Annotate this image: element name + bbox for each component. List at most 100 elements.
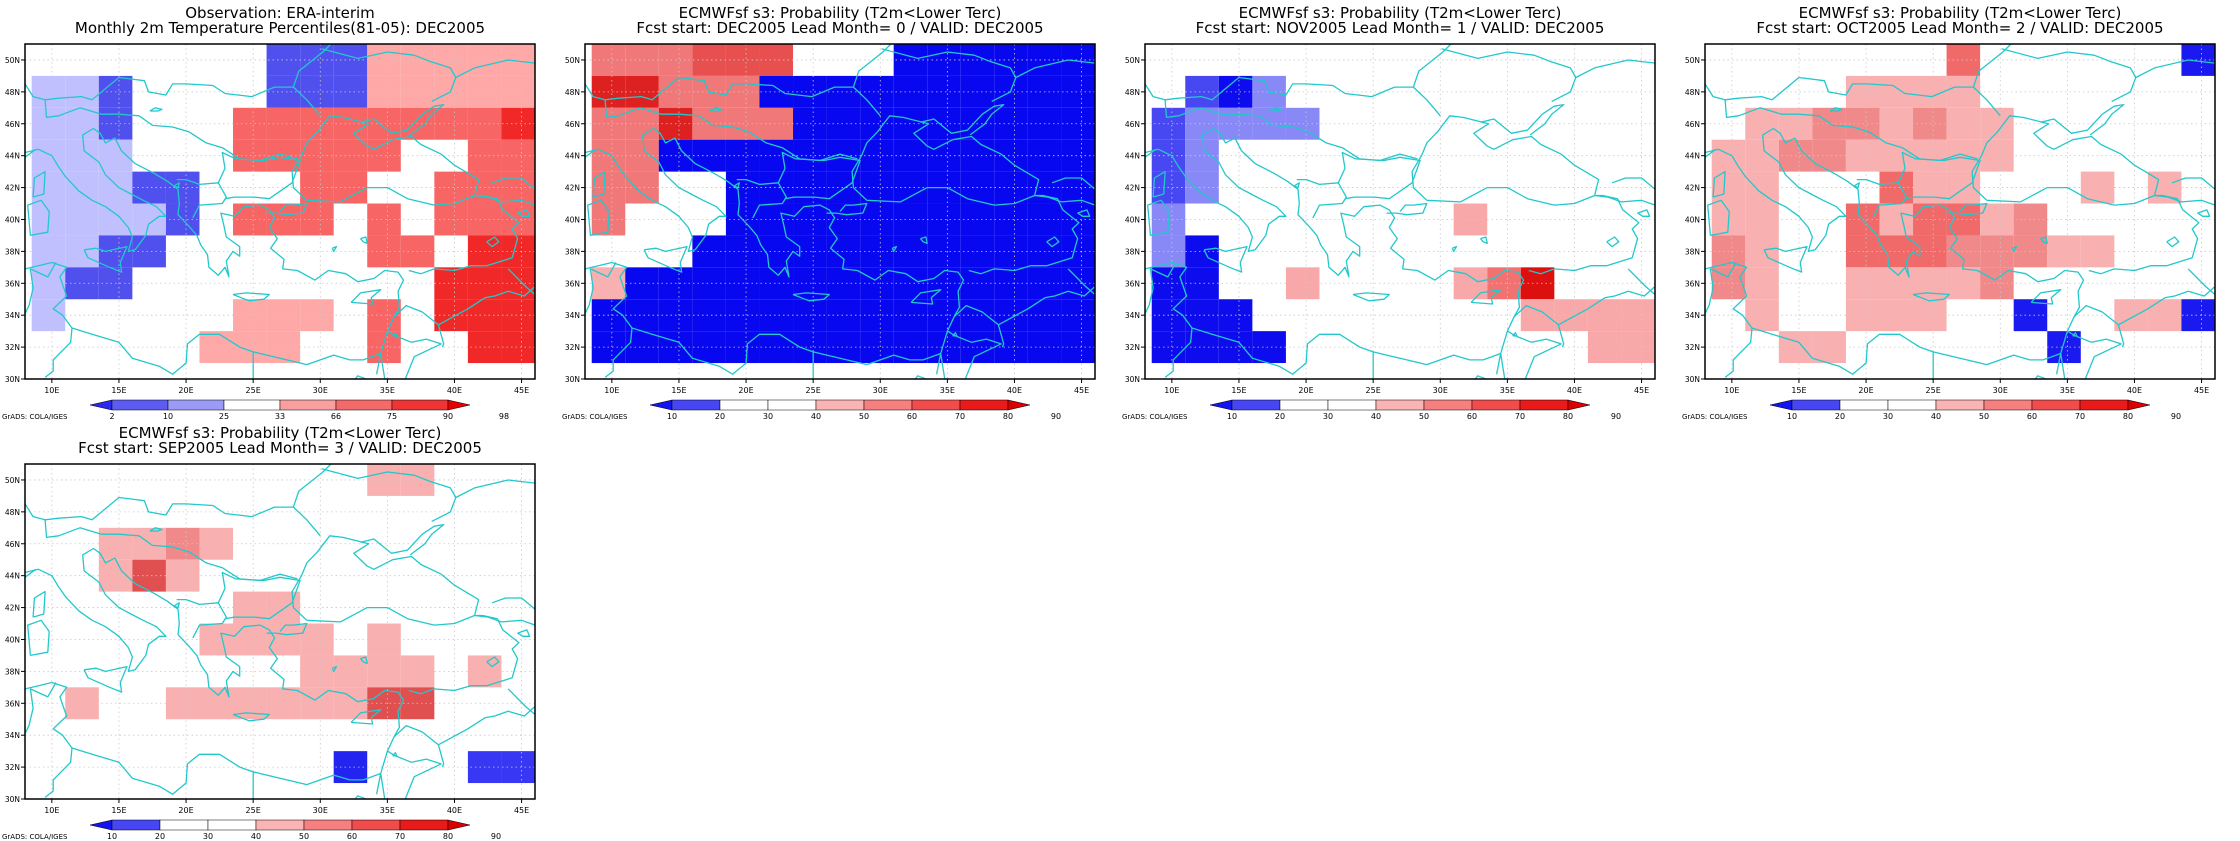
colorbar-label: 50 (299, 832, 309, 840)
coastline (517, 629, 531, 637)
y-tick-label: 38N (5, 667, 20, 676)
grid-cell (300, 107, 334, 140)
x-tick-label: 30E (873, 386, 888, 395)
map-frame (1704, 43, 2216, 380)
grid-cell (300, 687, 334, 720)
map-frame (1144, 43, 1656, 380)
grads-label: GrADS: COLA/IGES (1122, 413, 1188, 421)
x-tick-label: 30E (313, 386, 328, 395)
x-tick-label: 35E (380, 806, 395, 815)
y-tick-label: 44N (1125, 152, 1140, 161)
colorbar-segment (1519, 399, 1569, 411)
coastline (736, 178, 787, 219)
coastline (27, 619, 50, 657)
colorbar-label: 30 (763, 412, 773, 420)
coastline (1034, 194, 1095, 206)
colorbar-label: 70 (395, 832, 405, 840)
panel-title-line1: ECMWFsf s3: Probability (T2m<Lower Terc) (118, 424, 442, 442)
map-canvas: 10E 15E 20E 25E 30E 35E 40E 45E 30N 32N 34N 36N 38N 4… (5, 463, 536, 840)
coastline (393, 304, 445, 348)
x-tick-label: 15E (1231, 386, 1246, 395)
x-tick-label: 45E (2194, 386, 2209, 395)
colorbar-label: 50 (859, 412, 869, 420)
colorbar-label: 20 (1275, 412, 1285, 420)
grid-cell (793, 299, 827, 332)
panel-title-line2: Fcst start: SEP2005 Lead Month= 3 / VALI… (78, 439, 482, 457)
coastline (507, 268, 535, 295)
x-tick-label: 35E (380, 386, 395, 395)
y-tick-label: 42N (1685, 184, 1700, 193)
y-tick-label: 46N (5, 120, 20, 129)
y-tick-label: 50N (5, 476, 20, 485)
coastline (2154, 194, 2215, 206)
colorbar-left-triangle (1769, 399, 1793, 411)
coastline (1512, 332, 1518, 337)
coastline (149, 527, 163, 532)
coastline (486, 236, 500, 248)
map-canvas: 10E 15E 20E 25E 30E 35E 40E 45E 30N 32N 34N 36N 38N 4… (5, 43, 536, 420)
x-tick-label: 10E (44, 806, 59, 815)
map-frame (24, 43, 536, 380)
colorbar-segment (223, 399, 281, 411)
coastline (604, 327, 633, 378)
coastlines (25, 44, 535, 379)
y-tick-label: 44N (5, 572, 20, 581)
coastline (709, 107, 723, 112)
colorbar: 2 10 25 33 66 75 90 98 (89, 399, 509, 420)
colorbar-segment (911, 399, 961, 411)
colorbar-label: 90 (2171, 412, 2181, 420)
coastline (891, 245, 898, 253)
coastline (474, 614, 535, 626)
colorbar-segment (111, 819, 161, 831)
x-tick-label: 40E (1567, 386, 1582, 395)
y-tick-label: 42N (5, 604, 20, 613)
colorbar-label: 20 (155, 832, 165, 840)
colorbar-segment (671, 399, 721, 411)
y-tick-label: 48N (5, 508, 20, 517)
coastline (232, 292, 270, 302)
coastline (1474, 375, 1488, 379)
coastline (881, 48, 1017, 102)
y-tick-label: 46N (1685, 120, 1700, 129)
coastline (44, 99, 140, 119)
panel-lead-month-1: 10E 15E 20E 25E 30E 35E 40E 45E 30N 32N 34N 36N 38N 4… (1120, 0, 1680, 421)
panel-title-line2: Fcst start: DEC2005 Lead Month= 0 / VALI… (636, 19, 1044, 37)
coastline (534, 155, 535, 157)
coastline (585, 262, 617, 314)
grid-cell (1980, 203, 2014, 236)
coastline (360, 656, 368, 665)
panel-title-line2: Fcst start: OCT2005 Lead Month= 2 / VALI… (1756, 19, 2164, 37)
coastline (507, 688, 535, 715)
coastline (321, 468, 457, 522)
colorbar-label: 20 (1835, 412, 1845, 420)
coastline (826, 202, 868, 216)
grid-cell (1913, 107, 1947, 140)
y-tick-label: 44N (5, 152, 20, 161)
grid-cell (793, 171, 827, 204)
coastline (1352, 292, 1390, 302)
panel-title-line1: ECMWFsf s3: Probability (T2m<Lower Terc) (1798, 4, 2122, 22)
coastline (1705, 262, 1737, 314)
x-tick-label: 25E (246, 806, 261, 815)
colorbar-segment (1839, 399, 1889, 411)
colorbar-label: 30 (203, 832, 213, 840)
coastline (920, 236, 928, 245)
y-tick-label: 32N (5, 343, 20, 352)
y-tick-label: 48N (5, 88, 20, 97)
x-tick-label: 30E (313, 806, 328, 815)
colorbar-segment (1471, 399, 1521, 411)
coastline (935, 352, 946, 379)
coastline (350, 289, 382, 305)
coastline (920, 103, 1005, 136)
x-tick-label: 15E (1791, 386, 1806, 395)
coastline (1145, 127, 1525, 375)
coastline (2040, 236, 2048, 245)
y-tick-label: 38N (565, 247, 580, 256)
coastline (292, 464, 332, 508)
y-tick-label: 34N (5, 731, 20, 740)
coastline (585, 127, 965, 375)
grid-cell (300, 299, 334, 332)
coastline (25, 262, 57, 314)
coastline (360, 103, 445, 136)
coastline (1707, 199, 1730, 237)
